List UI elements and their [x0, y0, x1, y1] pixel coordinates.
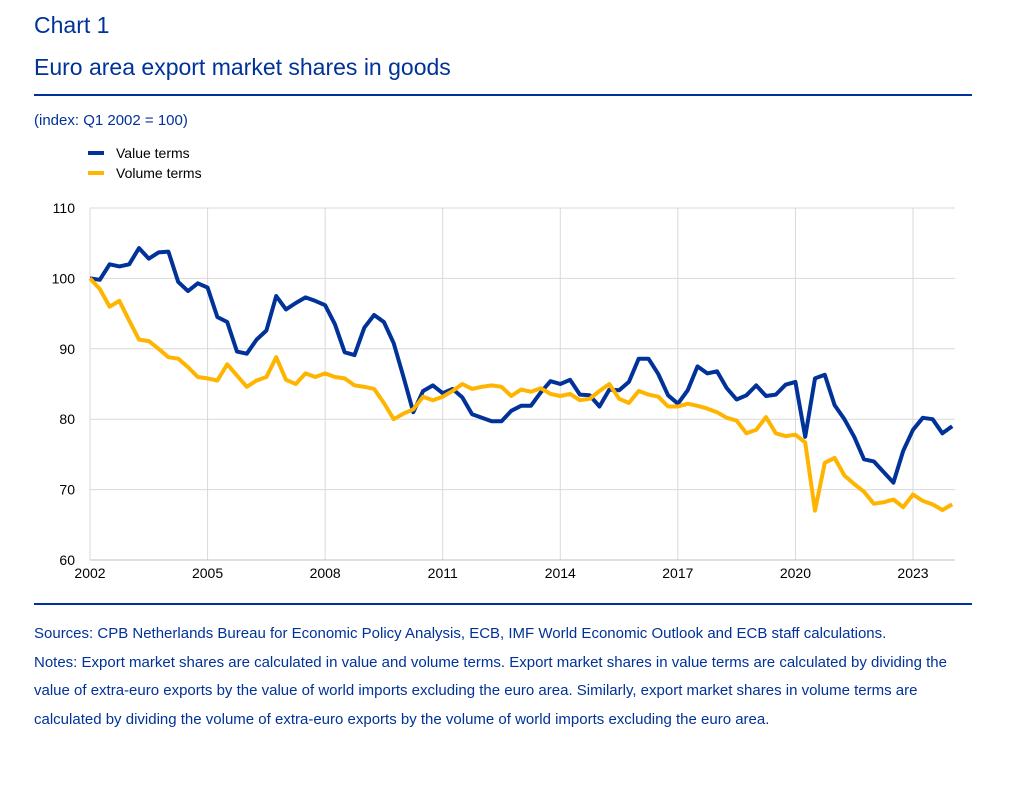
- sources-text: Sources: CPB Netherlands Bureau for Econ…: [34, 625, 887, 642]
- line-chart: 60 70 80 90 100 110 2002 2005 2008 2011 2014 2017 20…: [52, 145, 955, 581]
- chart-notes: Sources: CPB Netherlands Bureau for Econ…: [34, 620, 974, 734]
- y-tick-label: 110: [53, 200, 76, 216]
- chart-title: Euro area export market shares in goods: [34, 54, 451, 80]
- x-tick-label: 2014: [545, 565, 576, 581]
- x-tick-label: 2017: [662, 565, 693, 581]
- legend-label: Value terms: [116, 145, 190, 161]
- x-tick-label: 2011: [428, 565, 458, 581]
- x-tick-label: 2020: [780, 565, 811, 581]
- x-tick-label: 2005: [192, 565, 223, 581]
- bottom-divider: [34, 603, 972, 605]
- x-tick-label: 2008: [310, 565, 341, 581]
- notes-text: Notes: Export market shares are calculat…: [34, 653, 947, 728]
- series-line-volume-terms: [88, 277, 954, 513]
- chart-subtitle: (index: Q1 2002 = 100): [34, 112, 188, 129]
- chart-number: Chart 1: [34, 12, 110, 38]
- series-line-value-terms: [89, 246, 954, 485]
- y-tick-label: 80: [59, 411, 75, 427]
- y-tick-label: 70: [59, 482, 75, 498]
- y-tick-label: 100: [52, 270, 76, 286]
- y-tick-label: 90: [59, 341, 75, 357]
- legend-label: Volume terms: [116, 165, 202, 181]
- x-tick-label: 2023: [897, 565, 928, 581]
- x-tick-label: 2002: [74, 565, 105, 581]
- y-tick-label: 60: [59, 552, 75, 568]
- top-divider: [34, 94, 972, 96]
